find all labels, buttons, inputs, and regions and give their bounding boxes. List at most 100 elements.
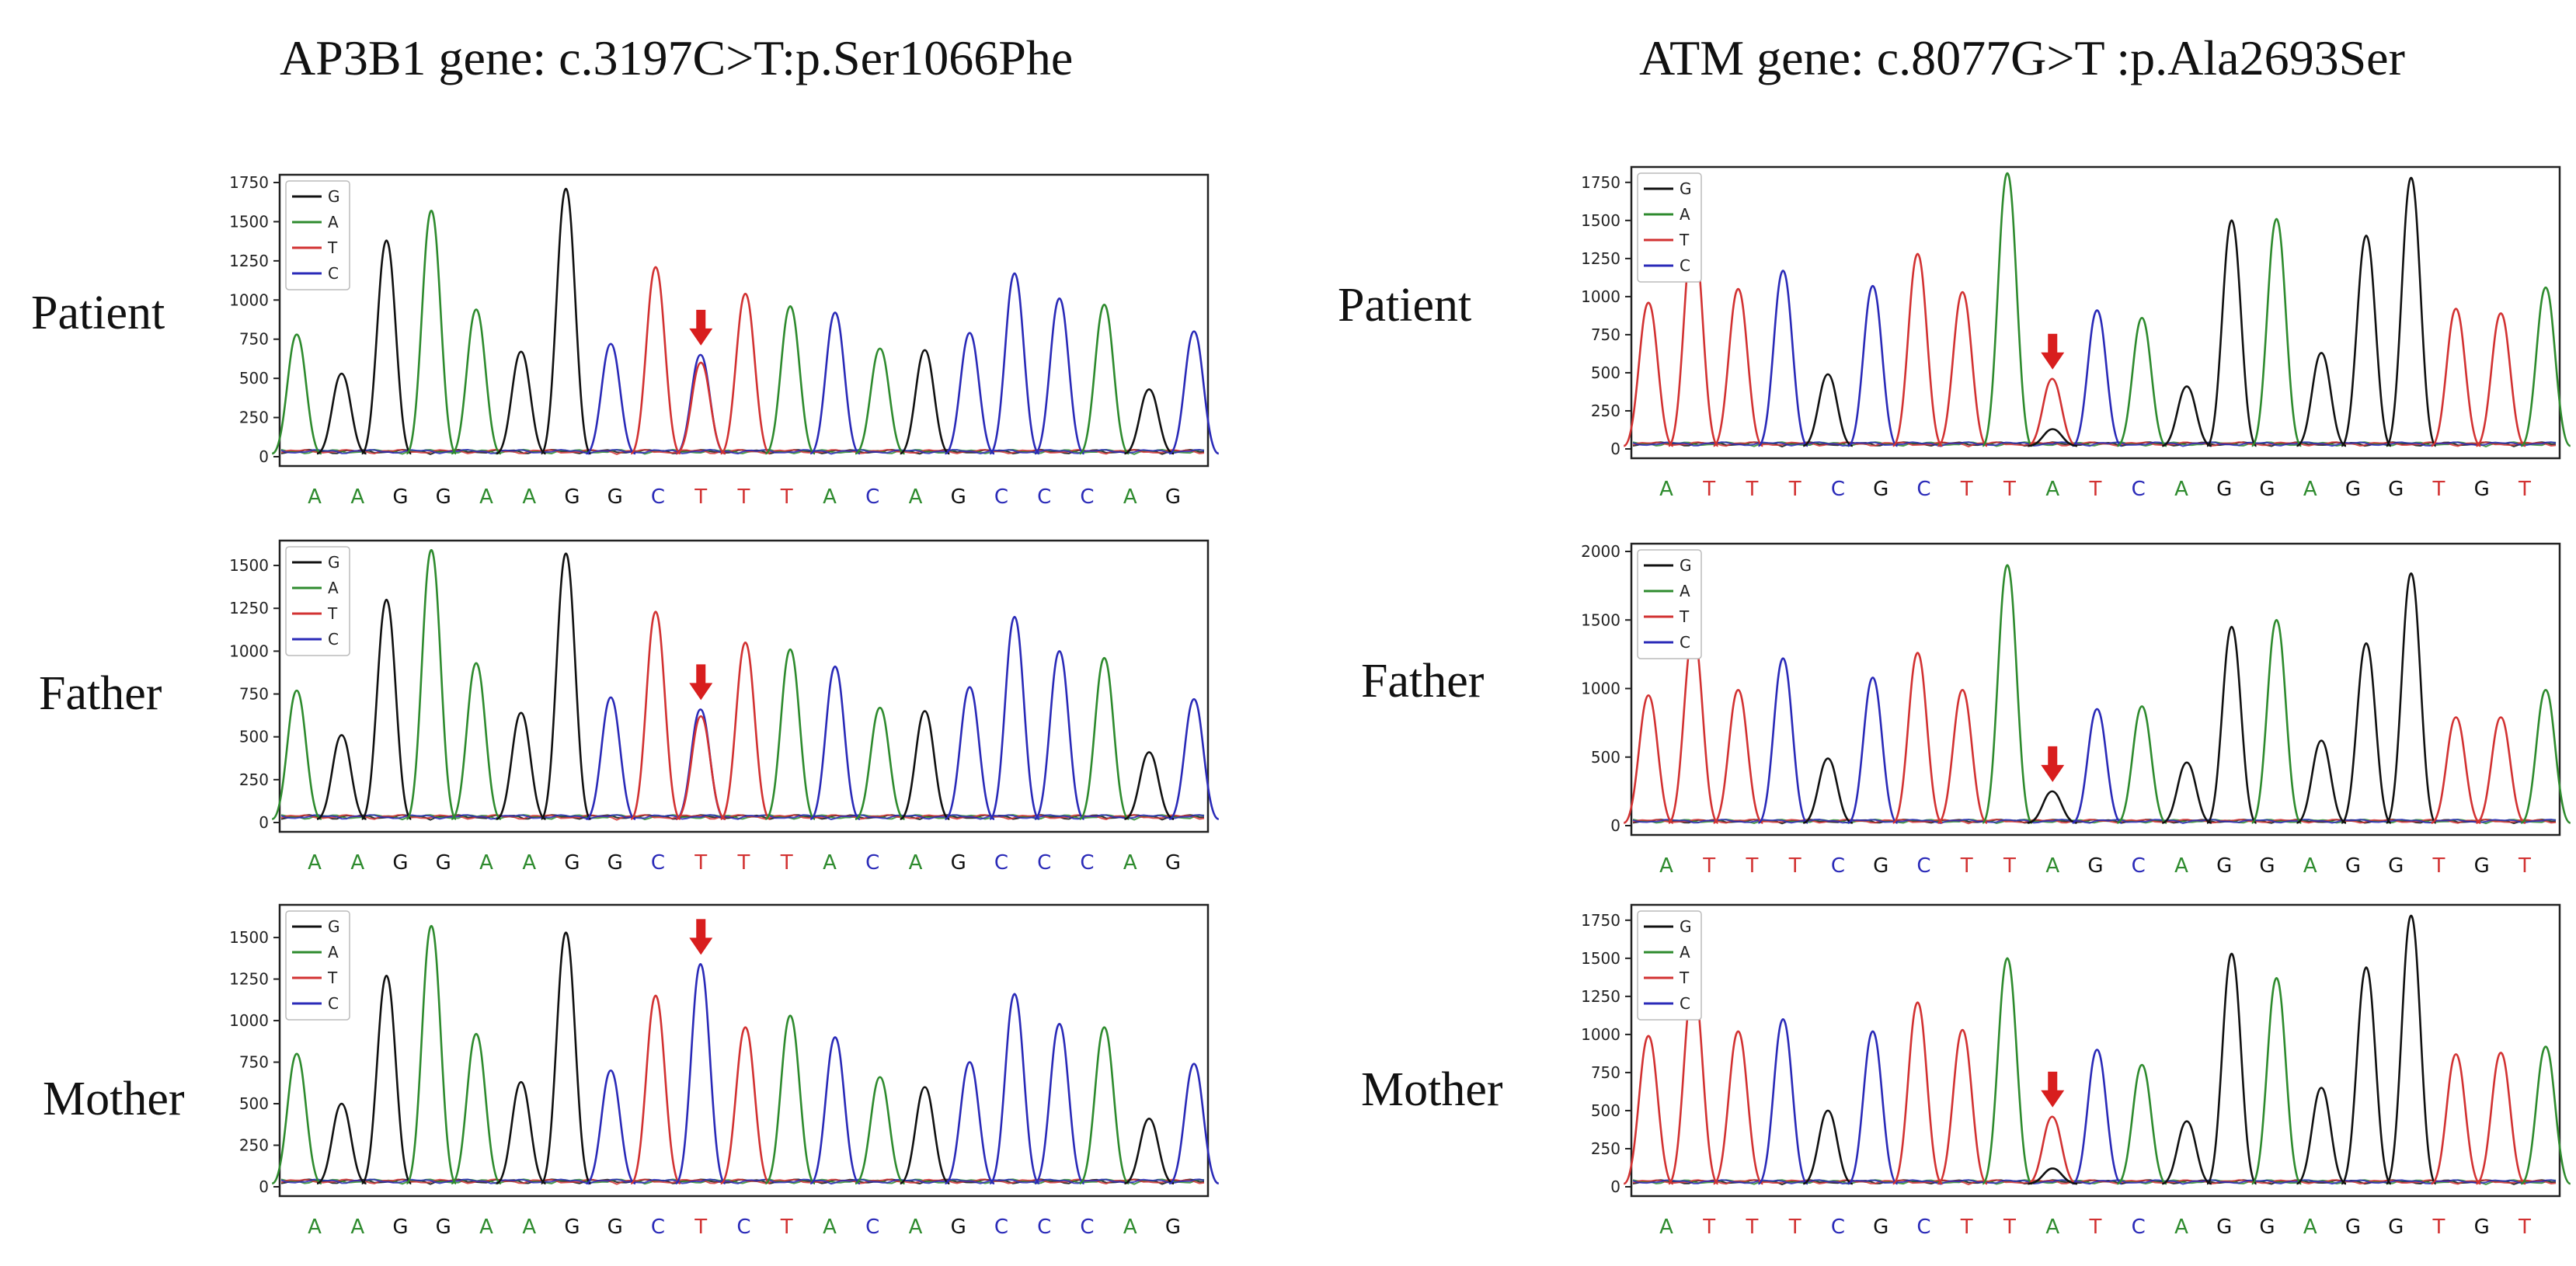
peak-g: [2385, 176, 2437, 447]
peak-a: [2251, 618, 2303, 824]
y-tick-label: 750: [1591, 1063, 1620, 1082]
peak-c: [1168, 330, 1220, 455]
base-call-t: T: [2518, 854, 2531, 878]
base-call-t: T: [2432, 854, 2445, 878]
base-call-t: T: [2089, 1216, 2102, 1239]
y-tick-label: 1000: [229, 1011, 269, 1030]
base-call-g: G: [436, 485, 451, 509]
peak-t: [1713, 688, 1763, 824]
peak-t: [2431, 308, 2481, 447]
peak-a: [406, 548, 458, 820]
y-tick-label: 1250: [229, 252, 269, 270]
y-tick-label: 1000: [229, 642, 269, 660]
peak-t: [2475, 716, 2526, 824]
y-tick-label: 1250: [1581, 987, 1620, 1006]
base-call-t: T: [780, 1216, 793, 1239]
base-call-a: A: [2045, 854, 2059, 878]
peak-a: [1079, 304, 1130, 455]
base-call-c: C: [2132, 478, 2146, 501]
left-figure-title: AP3B1 gene: c.3197C>T:p.Ser1066Phe: [280, 30, 1074, 85]
base-call-c: C: [994, 1216, 1008, 1239]
variant-arrow-icon: [2041, 1071, 2065, 1108]
base-call-t: T: [1788, 1216, 1801, 1239]
y-tick-label: 1500: [1581, 949, 1620, 968]
peak-c: [1034, 297, 1085, 455]
legend-label-a: A: [328, 579, 339, 597]
base-call-c: C: [1916, 854, 1930, 878]
base-call-a: A: [2045, 478, 2059, 501]
base-call-t: T: [1788, 854, 1801, 878]
base-call-t: T: [1702, 478, 1715, 501]
base-call-t: T: [2432, 1216, 2445, 1239]
legend-box: [1637, 910, 1702, 1021]
peak-g: [2296, 739, 2347, 824]
peak-g: [2205, 952, 2257, 1185]
y-tick-label: 0: [1610, 816, 1620, 835]
plot-frame: [1630, 903, 2561, 1198]
peak-a: [764, 648, 816, 820]
peak-g: [2161, 761, 2212, 824]
base-call-a: A: [479, 485, 493, 509]
base-call-c: C: [651, 851, 665, 875]
base-call-c: C: [1080, 851, 1094, 875]
base-call-a: A: [909, 1216, 923, 1239]
y-tick-label: 500: [239, 1094, 269, 1113]
legend-label-c: C: [328, 994, 339, 1013]
peak-c: [944, 686, 995, 820]
base-call-g: G: [392, 1216, 408, 1239]
base-call-t: T: [1746, 1216, 1759, 1239]
base-call-a: A: [308, 851, 322, 875]
base-call-g: G: [2216, 854, 2232, 878]
peak-g: [2161, 1120, 2212, 1185]
base-call-t: T: [1788, 478, 1801, 501]
base-call-g: G: [2345, 854, 2361, 878]
peak-a: [2520, 688, 2571, 824]
baseline-trace-c: [1632, 441, 2557, 447]
legend-label-c: C: [1680, 633, 1690, 652]
y-tick-label: 500: [1591, 363, 1620, 382]
peak-t: [2475, 312, 2526, 447]
peak-g: [316, 372, 367, 455]
base-call-a: A: [2174, 854, 2188, 878]
peak-a: [855, 347, 906, 455]
y-tick-label: 250: [239, 770, 269, 789]
legend-label-a: A: [328, 213, 339, 231]
base-call-c: C: [1831, 1216, 1845, 1239]
base-call-g: G: [951, 851, 966, 875]
peak-g: [1802, 757, 1854, 824]
baseline-trace-t: [280, 814, 1205, 821]
secondary-peak-g: [2028, 1167, 2078, 1185]
y-tick-label: 1250: [229, 970, 269, 989]
legend-label-g: G: [1680, 556, 1692, 575]
peak-g: [1124, 751, 1175, 820]
peak-a: [764, 1014, 816, 1185]
peak-c: [1034, 1023, 1085, 1185]
plot-frame: [278, 173, 1210, 468]
peak-c: [2072, 1049, 2122, 1185]
base-call-a: A: [823, 1216, 837, 1239]
base-call-c: C: [736, 1216, 750, 1239]
baseline-trace-c: [280, 448, 1205, 455]
peak-g: [540, 187, 592, 455]
base-call-t: T: [1746, 854, 1759, 878]
peak-c: [1757, 1017, 1809, 1185]
base-call-g: G: [1873, 854, 1888, 878]
base-call-g: G: [607, 485, 623, 509]
peak-g: [360, 598, 413, 820]
peak-g: [2161, 385, 2212, 447]
legend-label-t: T: [1679, 969, 1690, 987]
peak-g: [1802, 373, 1854, 447]
base-call-g: G: [436, 851, 451, 875]
peak-t: [719, 642, 771, 820]
peak-c: [944, 1061, 995, 1185]
peak-a: [2116, 1063, 2167, 1185]
base-call-a: A: [350, 485, 364, 509]
peak-g: [2296, 1087, 2347, 1185]
peak-c: [2072, 708, 2122, 824]
base-call-c: C: [1831, 478, 1845, 501]
y-tick-label: 500: [1591, 748, 1620, 767]
legend-label-t: T: [327, 969, 338, 987]
